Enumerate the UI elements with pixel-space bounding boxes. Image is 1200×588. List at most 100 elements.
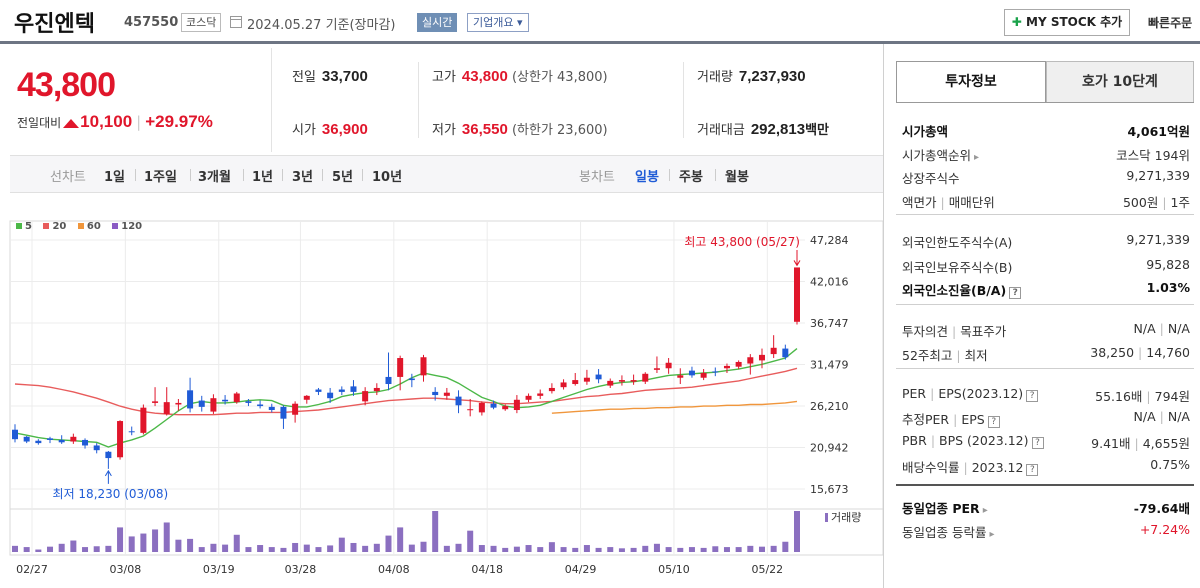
info-row: 추정PER | EPS? N/A | N/A <box>896 406 1194 428</box>
volume-bar <box>222 544 229 552</box>
candle-body <box>292 403 299 415</box>
volume-bar <box>210 543 217 552</box>
candle-body <box>210 398 217 412</box>
info-key: 상장주식수 <box>902 171 960 186</box>
help-icon[interactable]: ? <box>1026 390 1039 402</box>
plus-icon: ✚ <box>1011 15 1027 29</box>
divider <box>896 304 1194 305</box>
tab-1year[interactable]: 1년 <box>252 170 274 185</box>
info-value: 1.03% <box>1147 280 1190 295</box>
divider <box>715 169 716 181</box>
legend-swatch <box>112 223 119 229</box>
info-label: 추정PER | EPS? <box>902 409 1000 428</box>
tab-3year[interactable]: 3년 <box>292 170 314 185</box>
info-key: 외국인보유주식수(B) <box>902 260 1013 275</box>
info-row: 상장주식수 9,271,339 <box>896 165 1194 186</box>
candle-body <box>502 406 509 410</box>
candle-body <box>350 386 357 392</box>
tab-hoga-10[interactable]: 호가 10단계 <box>1046 61 1194 103</box>
volume-bar <box>292 542 299 552</box>
divider: | <box>1159 321 1164 336</box>
info-value: +7.24% <box>1140 522 1190 537</box>
info-row: 액면가 | 매매단위 500원 | 1주 <box>896 189 1194 211</box>
legend-swatch <box>43 223 50 229</box>
tab-1week[interactable]: 1주일 <box>144 170 177 185</box>
divider: | <box>1146 389 1151 404</box>
volume-bar <box>350 542 357 552</box>
chart-period-tabs: 선차트 1일 1주일 3개월 1년 3년 5년 10년 봉차트 일봉 주봉 월봉 <box>10 155 883 193</box>
candle-body <box>455 396 462 406</box>
info-value1: +7.24% <box>1139 522 1190 537</box>
stat-unit: 백만 <box>805 123 829 138</box>
tab-3month[interactable]: 3개월 <box>198 170 231 185</box>
quick-order-link[interactable]: 빠른주문 <box>1148 16 1193 30</box>
volume-bar <box>618 548 625 552</box>
info-value: 55.16배 | 794원 <box>1095 386 1190 405</box>
candle-body <box>747 357 754 364</box>
tab-1day[interactable]: 1일 <box>104 170 126 185</box>
divider <box>418 62 419 138</box>
right-tabs: 투자정보 호가 10단계 <box>896 61 1194 103</box>
volume-bar <box>712 546 719 552</box>
volume-bar <box>385 535 392 552</box>
divider <box>322 169 323 181</box>
tab-10year[interactable]: 10년 <box>372 170 403 185</box>
info-row[interactable]: 동일업종 PER ▸ -79.64배 <box>896 495 1194 517</box>
info-label: 액면가 | 매매단위 <box>902 192 995 211</box>
stat-value: 7,237,930 <box>738 68 806 85</box>
ma60-line <box>551 400 798 414</box>
candle-body <box>385 376 392 385</box>
volume-plot-frame <box>9 508 883 556</box>
candle-body <box>303 395 310 400</box>
info-value1: 55.16배 <box>1095 389 1143 404</box>
info-value: 38,250 | 14,760 <box>1090 345 1190 360</box>
info-label: 배당수익률 | 2023.12? <box>902 457 1039 476</box>
stat-volume: 거래량 7,237,930 <box>697 66 806 85</box>
x-tick-label: 02/27 <box>16 563 48 576</box>
help-icon[interactable]: ? <box>1031 437 1044 449</box>
help-icon[interactable]: ? <box>1009 287 1022 299</box>
candle-body <box>712 371 719 373</box>
volume-bar <box>233 534 240 552</box>
candle-body <box>187 390 194 409</box>
tab-monthly[interactable]: 월봉 <box>725 170 749 185</box>
realtime-button[interactable]: 실시간 <box>417 13 458 32</box>
volume-bar <box>490 545 497 552</box>
info-value2: 1주 <box>1170 195 1190 210</box>
candle-body <box>735 361 742 367</box>
info-row: 외국인보유주식수(B) 95,828 <box>896 254 1194 275</box>
company-info-dropdown[interactable]: 기업개요 ▾ <box>467 13 529 32</box>
candle-body <box>537 393 544 396</box>
legend-swatch <box>16 223 22 229</box>
candle-body <box>362 391 369 402</box>
legend-ma60: 60 <box>77 221 101 232</box>
tab-invest-info[interactable]: 투자정보 <box>896 61 1046 103</box>
ma-legend: 5 20 60 120 <box>16 221 150 232</box>
y-tick-label: 36,747 <box>810 317 849 330</box>
tab-5year[interactable]: 5년 <box>332 170 354 185</box>
volume-bar <box>747 545 754 552</box>
volume-bar <box>700 547 707 552</box>
candle-chart-heading: 봉차트 <box>579 170 615 185</box>
info-value1: 38,250 <box>1090 345 1135 360</box>
info-key2: 목표주가 <box>960 324 1007 339</box>
info-row[interactable]: 시가총액순위 ▸ 코스닥 194위 <box>896 142 1194 163</box>
candle-body <box>338 389 345 392</box>
volume-bar <box>525 545 532 552</box>
help-icon[interactable]: ? <box>987 416 1000 428</box>
info-row[interactable]: 동일업종 등락률 ▸ +7.24% <box>896 519 1194 540</box>
candle-body <box>373 387 380 392</box>
tab-daily[interactable]: 일봉 <box>635 170 659 185</box>
volume-bar <box>420 541 427 552</box>
help-icon[interactable]: ? <box>1026 464 1039 476</box>
info-value: N/A | N/A <box>1134 321 1190 336</box>
add-mystock-button[interactable]: ✚ MY STOCK 추가 <box>1004 9 1130 36</box>
x-tick-label: 03/19 <box>203 563 235 576</box>
tab-weekly[interactable]: 주봉 <box>679 170 703 185</box>
volume-bar <box>362 545 369 552</box>
candle-body <box>420 357 427 376</box>
x-tick-label: 04/18 <box>471 563 503 576</box>
info-value: -79.64배 <box>1134 498 1190 517</box>
info-value: N/A | N/A <box>1134 409 1190 424</box>
divider <box>362 169 363 181</box>
